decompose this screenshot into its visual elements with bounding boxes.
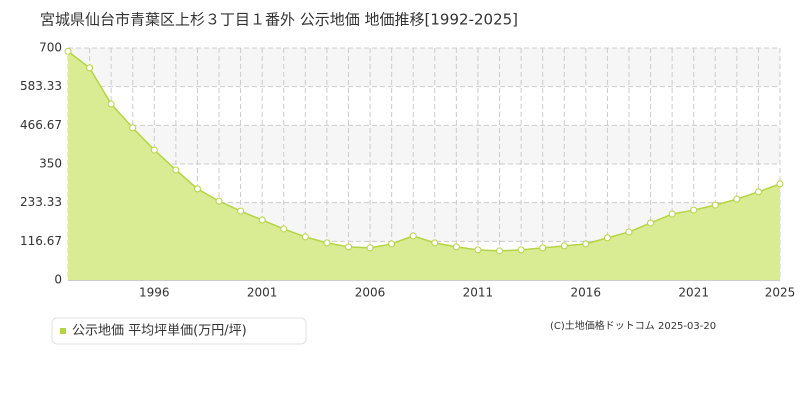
y-tick-label: 583.33 (20, 79, 62, 93)
point (107, 100, 115, 108)
source: (C)土地価格ドットコム 2025-03-20 (550, 319, 716, 332)
y-tick-label: 116.67 (20, 234, 62, 248)
point (776, 180, 784, 188)
point (409, 232, 417, 240)
point (431, 239, 439, 247)
point (301, 233, 309, 241)
x-tick-label: 2016 (571, 286, 602, 300)
grid-band (68, 125, 780, 164)
point (280, 225, 288, 233)
point (668, 210, 676, 218)
point (647, 219, 655, 227)
point (237, 207, 245, 215)
point (64, 47, 72, 55)
grid-band (68, 48, 780, 87)
y-tick-label: 233.33 (20, 195, 62, 209)
point (733, 195, 741, 203)
legend-swatch (60, 328, 66, 334)
point (323, 239, 331, 247)
point (474, 246, 482, 254)
x-tick-label: 2001 (247, 286, 278, 300)
x-tick-label: 1996 (139, 286, 170, 300)
point (690, 206, 698, 214)
x-tick-label: 2011 (463, 286, 494, 300)
y-tick-label: 466.67 (20, 118, 62, 132)
point (366, 244, 374, 252)
point (754, 188, 762, 196)
x-tick-label: 2025 (765, 286, 796, 300)
y-tick-label: 0 (54, 273, 62, 287)
point (172, 166, 180, 174)
point (582, 240, 590, 248)
point (603, 234, 611, 242)
point (496, 247, 504, 255)
x-tick-label: 2006 (355, 286, 386, 300)
y-tick-label: 700 (39, 41, 62, 55)
point (215, 197, 223, 205)
point (517, 246, 525, 254)
point (344, 243, 352, 251)
point (560, 242, 568, 250)
y-tick-label: 350 (39, 157, 62, 171)
point (452, 243, 460, 251)
point (193, 185, 201, 193)
point (388, 240, 396, 248)
area (68, 51, 780, 280)
x-tick-label: 2021 (678, 286, 709, 300)
point (129, 124, 137, 132)
point (539, 244, 547, 252)
point (711, 201, 719, 209)
point (150, 146, 158, 154)
legend-box (51, 317, 307, 345)
chart-title: 宮城県仙台市青葉区上杉３丁目１番外 公示地価 地価推移[1992-2025] (40, 11, 518, 29)
point (258, 216, 266, 224)
point (625, 228, 633, 236)
point (86, 64, 94, 72)
line (67, 50, 781, 252)
legend-label: 公示地価 平均坪単価(万円/坪) (72, 323, 247, 339)
